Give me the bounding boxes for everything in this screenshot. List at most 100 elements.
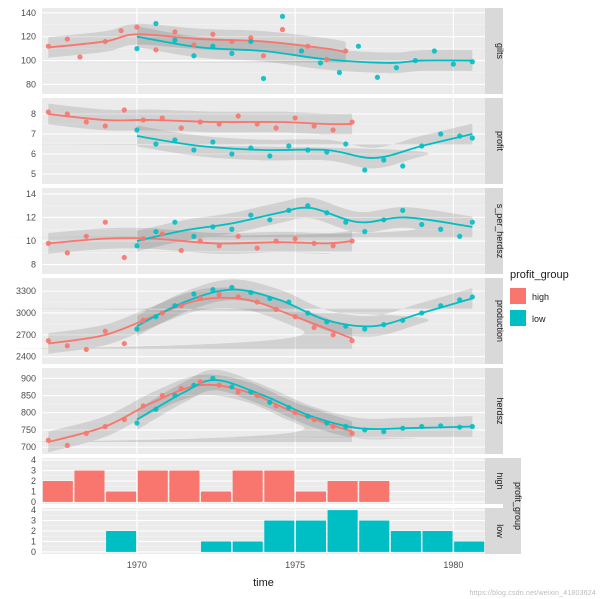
data-point — [191, 234, 196, 239]
data-point — [255, 299, 260, 304]
panel-low: 01234low — [31, 505, 505, 557]
data-point — [134, 46, 139, 51]
data-point — [84, 234, 89, 239]
data-point — [255, 245, 260, 250]
data-point — [286, 208, 291, 213]
data-point — [312, 325, 317, 330]
data-point — [305, 147, 310, 152]
data-point — [457, 133, 462, 138]
data-point — [305, 414, 310, 419]
y-tick-label: 3300 — [16, 286, 36, 296]
x-tick-label: 1975 — [285, 560, 305, 570]
data-point — [172, 29, 177, 34]
data-point — [331, 243, 336, 248]
data-point — [46, 109, 51, 114]
data-point — [46, 44, 51, 49]
data-point — [210, 376, 215, 381]
data-point — [141, 236, 146, 241]
data-point — [293, 314, 298, 319]
bar — [359, 521, 389, 552]
bar — [169, 471, 199, 502]
data-point — [419, 310, 424, 315]
data-point — [305, 44, 310, 49]
data-point — [419, 424, 424, 429]
data-point — [293, 410, 298, 415]
y-tick-label: 100 — [21, 56, 36, 66]
data-point — [356, 44, 361, 49]
panel-s_per_herdsz: 8101214s_per_herdsz — [0, 188, 505, 274]
y-tick-label: 2 — [31, 476, 36, 486]
data-point — [248, 389, 253, 394]
data-point — [160, 310, 165, 315]
data-point — [343, 48, 348, 53]
y-tick-label: 120 — [21, 32, 36, 42]
data-point — [198, 238, 203, 243]
data-point — [248, 145, 253, 150]
data-point — [400, 208, 405, 213]
data-point — [318, 60, 323, 65]
data-point — [84, 119, 89, 124]
legend-title: profit_group — [510, 269, 569, 281]
data-point — [305, 203, 310, 208]
legend-label: high — [532, 292, 549, 302]
panel-profit: 5678profit — [0, 98, 505, 184]
data-point — [153, 229, 158, 234]
data-point — [229, 227, 234, 232]
data-point — [103, 329, 108, 334]
data-point — [362, 229, 367, 234]
legend-label: low — [532, 314, 546, 324]
data-point — [350, 238, 355, 243]
data-point — [267, 153, 272, 158]
data-point — [419, 222, 424, 227]
data-point — [160, 393, 165, 398]
data-point — [432, 48, 437, 53]
y-tick-label: 3 — [31, 516, 36, 526]
strip-label: s_per_herdsz — [495, 204, 505, 259]
y-tick-label: 900 — [21, 373, 36, 383]
data-point — [103, 424, 108, 429]
data-point — [229, 151, 234, 156]
bar — [43, 481, 73, 502]
y-tick-label: 800 — [21, 408, 36, 418]
data-point — [134, 25, 139, 30]
data-point — [141, 403, 146, 408]
y-tick-label: 750 — [21, 425, 36, 435]
data-point — [457, 297, 462, 302]
data-point — [134, 127, 139, 132]
data-point — [248, 39, 253, 44]
data-point — [134, 420, 139, 425]
data-point — [280, 14, 285, 19]
y-tick-label: 8 — [31, 109, 36, 119]
bar — [454, 541, 484, 551]
y-tick-label: 6 — [31, 149, 36, 159]
data-point — [210, 287, 215, 292]
data-point — [267, 217, 272, 222]
data-point — [343, 324, 348, 329]
data-point — [46, 438, 51, 443]
data-point — [261, 53, 266, 58]
data-point — [337, 70, 342, 75]
data-point — [362, 326, 367, 331]
data-point — [229, 285, 234, 290]
bar — [106, 531, 136, 552]
data-point — [457, 425, 462, 430]
y-tick-label: 14 — [26, 189, 36, 199]
data-point — [438, 423, 443, 428]
bar — [264, 521, 294, 552]
legend-key-low — [510, 310, 526, 326]
x-axis-title: time — [253, 577, 274, 589]
data-point — [141, 318, 146, 323]
data-point — [65, 111, 70, 116]
data-point — [381, 429, 386, 434]
data-point — [324, 149, 329, 154]
data-point — [236, 234, 241, 239]
bar — [296, 491, 326, 501]
data-point — [312, 123, 317, 128]
data-point — [103, 123, 108, 128]
data-point — [324, 420, 329, 425]
data-point — [210, 224, 215, 229]
strip-label: production — [495, 300, 505, 342]
x-tick-label: 1980 — [443, 560, 463, 570]
data-point — [179, 248, 184, 253]
data-point — [217, 383, 222, 388]
